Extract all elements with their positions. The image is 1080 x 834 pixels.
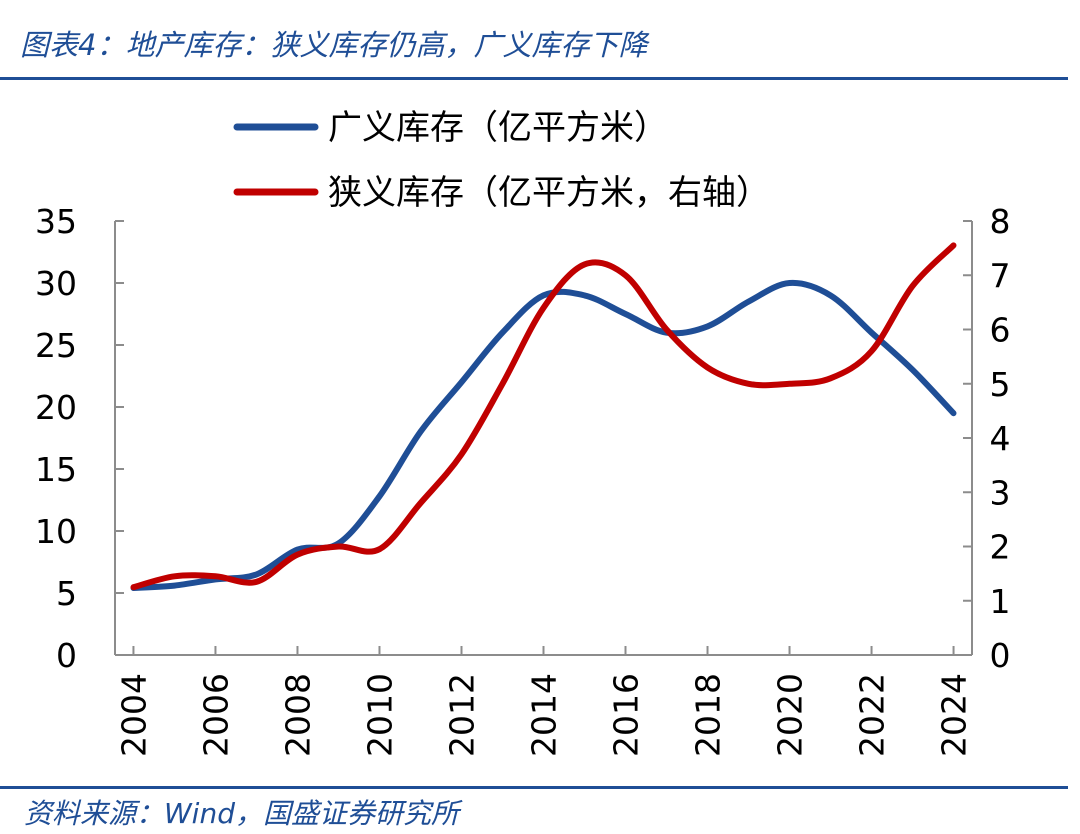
x-tick-label: 2018 (689, 673, 728, 757)
line-chart: 广义库存（亿平方米）狭义库存（亿平方米，右轴） 0510152025303501… (35, 108, 1011, 757)
y-left-tick-label: 15 (35, 450, 77, 489)
figure-title: 图表4：地产库存：狭义库存仍高，广义库存下降 (20, 28, 648, 62)
y-right-tick-label: 0 (990, 636, 1011, 675)
x-tick-label: 2006 (196, 673, 235, 757)
chart-series (130, 242, 957, 591)
x-tick-label: 2010 (360, 673, 399, 757)
x-tick-label: 2016 (607, 673, 646, 757)
x-tick-label: 2014 (525, 673, 564, 757)
y-left-tick-label: 20 (35, 388, 77, 427)
x-tick-label: 2022 (853, 673, 892, 757)
chart-axes: 0 5 10 15 20 25 30 35 0 1 2 3 4 5 6 7 8 2004 2006 2008 2010 2… (35, 202, 1011, 757)
source-note: 资料来源：Wind，国盛证券研究所 (24, 797, 459, 830)
y-left-tick-label: 0 (56, 636, 77, 675)
y-left-tick-label: 30 (35, 264, 77, 303)
y-right-tick-label: 3 (990, 473, 1011, 512)
y-right-tick-label: 4 (990, 419, 1011, 458)
x-tick-label: 2020 (771, 673, 810, 757)
legend-label-1: 广义库存（亿平方米） (328, 108, 668, 148)
y-right-tick-label: 2 (990, 528, 1011, 567)
chart-legend: 广义库存（亿平方米） 狭义库存（亿平方米，右轴） (233, 108, 770, 213)
x-tick-label: 2012 (442, 673, 481, 757)
series-line-1 (130, 279, 957, 591)
y-right-tick-label: 8 (990, 202, 1011, 241)
legend-label-2: 狭义库存（亿平方米，右轴） (328, 173, 770, 213)
x-tick-label: 2008 (278, 673, 317, 757)
x-tick-label: 2004 (114, 673, 153, 757)
series-line-2 (130, 242, 957, 591)
y-right-tick-label: 1 (990, 582, 1011, 621)
y-left-tick-label: 25 (35, 326, 77, 365)
y-left-tick-label: 35 (35, 202, 77, 241)
y-left-tick-label: 10 (35, 512, 77, 551)
x-tick-label: 2024 (935, 673, 974, 757)
y-right-tick-label: 6 (990, 311, 1011, 350)
y-right-tick-label: 7 (990, 256, 1011, 295)
source-divider (0, 786, 1068, 789)
title-divider (0, 77, 1068, 80)
y-right-tick-label: 5 (990, 365, 1011, 404)
y-left-tick-label: 5 (56, 574, 77, 613)
